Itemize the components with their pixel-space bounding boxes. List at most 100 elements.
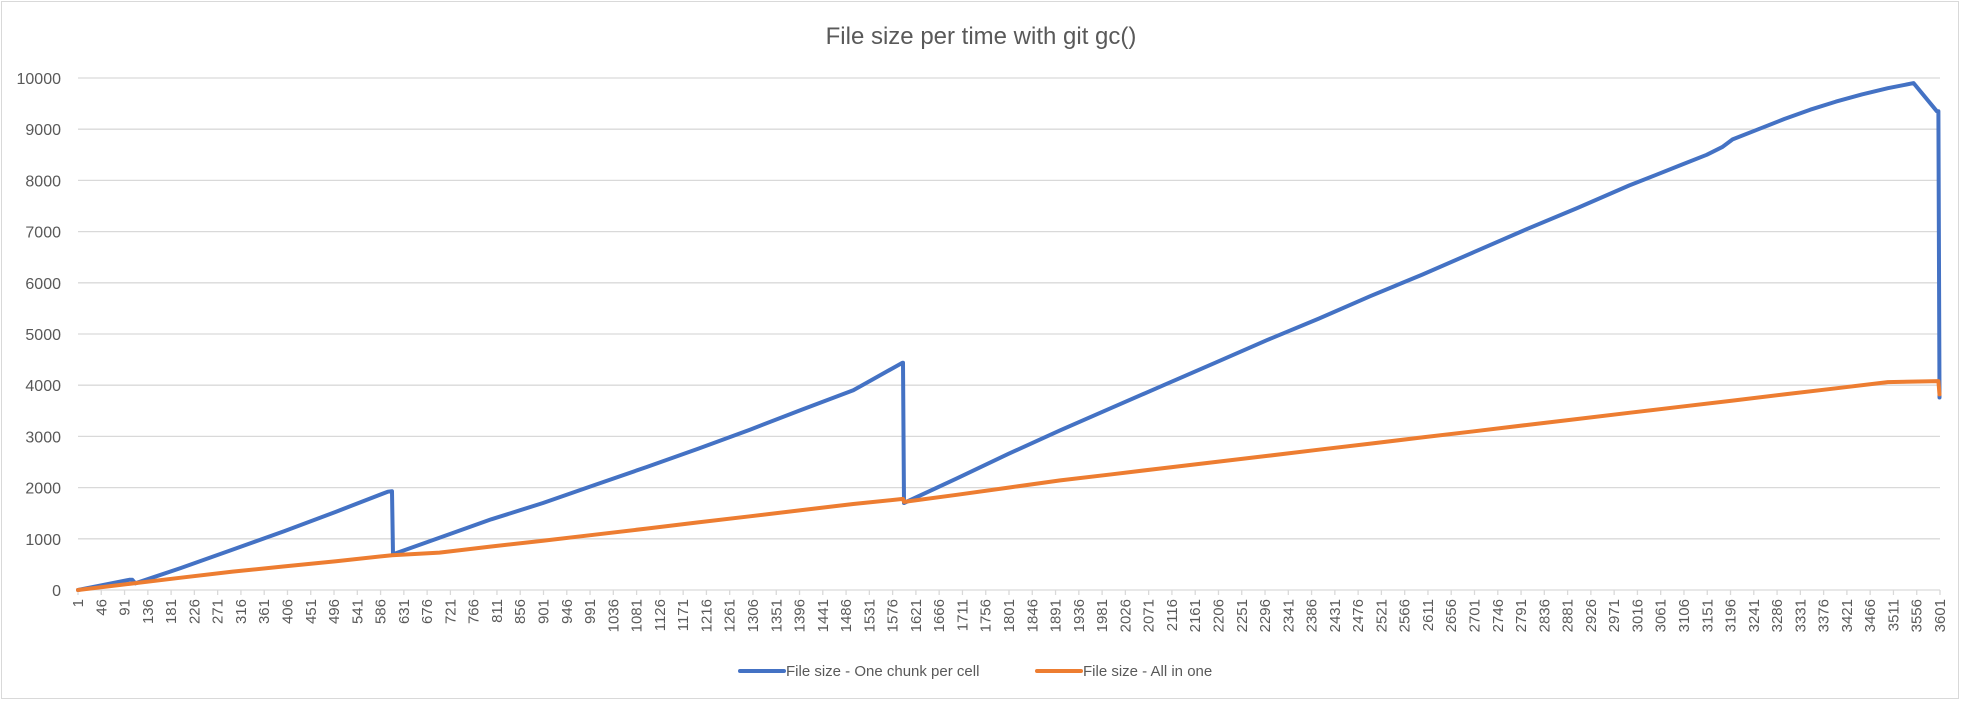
y-tick-label: 7000 bbox=[25, 225, 61, 242]
legend-label-1: File size - One chunk per cell bbox=[786, 663, 979, 680]
x-tick-label: 181 bbox=[163, 599, 180, 624]
x-tick-label: 2251 bbox=[1234, 599, 1251, 632]
x-tick-label: 2206 bbox=[1210, 599, 1227, 632]
x-tick-label: 1216 bbox=[698, 599, 715, 632]
x-tick-label: 271 bbox=[210, 599, 227, 624]
x-tick-label: 1261 bbox=[722, 599, 739, 632]
x-tick-label: 811 bbox=[489, 599, 506, 623]
x-tick-label: 2071 bbox=[1141, 599, 1158, 632]
x-tick-label: 361 bbox=[256, 599, 273, 624]
y-tick-label: 4000 bbox=[25, 378, 61, 395]
x-tick-label: 3061 bbox=[1653, 599, 1670, 632]
series-line-2 bbox=[76, 379, 1942, 592]
x-tick-label: 3241 bbox=[1746, 599, 1763, 632]
x-tick-label: 1531 bbox=[861, 599, 878, 632]
x-tick-label: 1666 bbox=[931, 599, 948, 632]
series-line-1 bbox=[76, 81, 1942, 592]
x-tick-label: 406 bbox=[279, 599, 296, 624]
x-tick-label: 1846 bbox=[1024, 599, 1041, 632]
x-tick-label: 2161 bbox=[1187, 599, 1204, 632]
y-tick-label: 8000 bbox=[25, 173, 61, 190]
x-tick-label: 136 bbox=[140, 599, 157, 624]
x-tick-label: 1801 bbox=[1001, 599, 1018, 632]
x-tick-label: 1441 bbox=[815, 599, 832, 632]
x-tick-label: 3601 bbox=[1932, 599, 1949, 632]
x-tick-label: 2116 bbox=[1164, 599, 1181, 631]
x-tick-label: 2971 bbox=[1606, 599, 1623, 632]
x-tick-label: 2791 bbox=[1513, 599, 1530, 632]
x-tick-label: 1126 bbox=[652, 599, 669, 631]
x-tick-label: 3466 bbox=[1862, 599, 1879, 632]
x-tick-label: 1711 bbox=[954, 599, 971, 631]
y-axis-ticks: 0 1000 2000 3000 4000 5000 6000 7000 8000 9000 100… bbox=[17, 71, 62, 600]
x-tick-label: 2521 bbox=[1373, 599, 1390, 632]
x-tick-label: 2476 bbox=[1350, 599, 1367, 632]
x-tick-label: 1081 bbox=[629, 599, 646, 632]
x-tick-label: 631 bbox=[396, 599, 413, 624]
x-tick-label: 2746 bbox=[1490, 599, 1507, 632]
x-tick-label: 2431 bbox=[1327, 599, 1344, 632]
x-tick-label: 856 bbox=[512, 599, 529, 624]
x-axis-ticks: 1 46 91 136 181 226 271 316 361 406 451 496 541 586 63… bbox=[70, 590, 1949, 632]
x-tick-label: 1486 bbox=[838, 599, 855, 632]
series-lines bbox=[76, 81, 1942, 592]
x-tick-label: 1936 bbox=[1071, 599, 1088, 632]
x-tick-label: 1621 bbox=[908, 599, 925, 632]
x-tick-label: 2656 bbox=[1443, 599, 1460, 632]
x-tick-label: 3421 bbox=[1839, 599, 1856, 632]
x-tick-label: 3106 bbox=[1676, 599, 1693, 632]
x-tick-label: 3511 bbox=[1885, 599, 1902, 631]
x-tick-label: 2701 bbox=[1467, 599, 1484, 632]
x-tick-label: 1756 bbox=[978, 599, 995, 632]
x-tick-label: 766 bbox=[466, 599, 483, 624]
x-tick-label: 451 bbox=[303, 599, 320, 624]
y-tick-label: 2000 bbox=[25, 481, 61, 498]
x-tick-label: 1981 bbox=[1094, 599, 1111, 632]
legend: File size - One chunk per cell File size … bbox=[738, 663, 1212, 680]
y-tick-label: 9000 bbox=[25, 122, 61, 139]
x-tick-label: 3376 bbox=[1816, 599, 1833, 632]
x-tick-label: 946 bbox=[559, 599, 576, 624]
y-tick-label: 6000 bbox=[25, 276, 61, 293]
x-tick-label: 1036 bbox=[605, 599, 622, 632]
x-tick-label: 541 bbox=[349, 599, 366, 624]
x-tick-label: 1576 bbox=[885, 599, 902, 632]
x-tick-label: 226 bbox=[186, 599, 203, 624]
y-tick-label: 1000 bbox=[25, 532, 61, 549]
y-tick-label: 5000 bbox=[25, 327, 61, 344]
x-tick-label: 676 bbox=[419, 599, 436, 624]
x-tick-label: 1306 bbox=[745, 599, 762, 632]
chart-title: File size per time with git gc() bbox=[826, 23, 1137, 50]
x-tick-label: 586 bbox=[373, 599, 390, 624]
y-tick-label: 3000 bbox=[25, 429, 61, 446]
x-tick-label: 2611 bbox=[1420, 599, 1437, 631]
x-tick-label: 91 bbox=[117, 599, 134, 616]
y-tick-label: 0 bbox=[52, 583, 61, 600]
gridlines bbox=[78, 77, 1940, 540]
legend-label-2: File size - All in one bbox=[1083, 663, 1212, 680]
x-tick-label: 2566 bbox=[1397, 599, 1414, 632]
x-tick-label: 1171 bbox=[675, 599, 692, 631]
x-tick-label: 3556 bbox=[1909, 599, 1926, 632]
x-tick-label: 1396 bbox=[792, 599, 809, 632]
x-tick-label: 3331 bbox=[1792, 599, 1809, 632]
x-tick-label: 991 bbox=[582, 599, 599, 624]
x-tick-label: 2341 bbox=[1280, 599, 1297, 632]
x-tick-label: 46 bbox=[93, 599, 110, 616]
x-tick-label: 1891 bbox=[1048, 599, 1065, 632]
x-tick-label: 901 bbox=[536, 599, 553, 624]
x-tick-label: 2836 bbox=[1536, 599, 1553, 632]
x-tick-label: 1351 bbox=[768, 599, 785, 632]
x-tick-label: 2386 bbox=[1304, 599, 1321, 632]
x-tick-label: 496 bbox=[326, 599, 343, 624]
x-tick-label: 3196 bbox=[1723, 599, 1740, 632]
x-tick-label: 721 bbox=[442, 599, 459, 624]
x-tick-label: 3286 bbox=[1769, 599, 1786, 632]
x-tick-label: 316 bbox=[233, 599, 250, 624]
x-tick-label: 1 bbox=[70, 599, 87, 607]
x-tick-label: 3151 bbox=[1699, 599, 1716, 632]
x-tick-label: 3016 bbox=[1629, 599, 1646, 632]
